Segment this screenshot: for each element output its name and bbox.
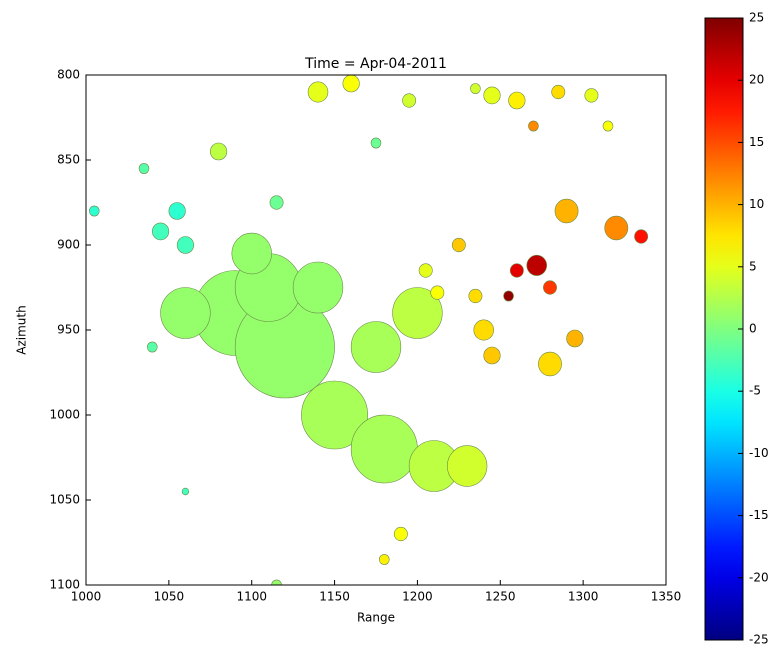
deformation-patch	[168, 202, 186, 220]
colorbar-tick-label: -10	[749, 446, 768, 460]
deformation-patch	[181, 487, 190, 496]
deformation-patch	[551, 84, 566, 100]
deformation-patch	[468, 288, 483, 304]
colorbar-tick-label: -5	[749, 384, 761, 398]
deformation-patch	[402, 93, 417, 108]
deformation-patch	[271, 579, 282, 585]
deformation-patch	[584, 88, 599, 103]
deformation-patch	[543, 280, 557, 295]
deformation-patch	[526, 254, 547, 276]
colorbar-tick-label: 10	[749, 197, 764, 211]
y-tick-label: 900	[57, 238, 80, 252]
deformation-patch	[509, 263, 524, 278]
y-axis-label: Azimuth	[15, 305, 29, 354]
deformation-patch	[342, 75, 360, 93]
deformation-patch	[473, 319, 494, 341]
deformation-patch	[538, 351, 562, 377]
y-tick-label: 950	[57, 323, 80, 337]
deformation-patch	[307, 81, 329, 103]
deformation-patch	[602, 120, 614, 132]
data-layer	[89, 75, 649, 585]
x-tick-label: 1250	[485, 590, 516, 604]
deformation-patch	[379, 554, 390, 565]
deformation-patch	[269, 195, 284, 210]
colorbar-tick-label: 20	[749, 73, 764, 87]
colorbar-tick-label: 15	[749, 135, 764, 149]
deformation-patch	[418, 263, 433, 278]
deformation-patch	[392, 287, 443, 339]
colorbar-tick-label: 25	[749, 11, 764, 25]
colorbar-tick-label: 0	[749, 322, 757, 336]
chart-title: Time = Apr-04-2011	[304, 56, 447, 72]
x-axis-label: Range	[357, 611, 395, 625]
deformation-patch	[393, 526, 408, 542]
x-tick-label: 1150	[319, 590, 350, 604]
deformation-patch	[301, 380, 369, 450]
deformation-patch	[503, 290, 514, 302]
deformation-patch	[370, 137, 382, 149]
colorbar-tick-label: -20	[749, 570, 768, 584]
deformation-patch	[350, 414, 418, 484]
deformation-patch	[446, 445, 488, 487]
x-tick-label: 1050	[154, 590, 185, 604]
deformation-patch	[451, 237, 466, 253]
deformation-patch	[528, 120, 539, 132]
colorbar-tick-label: -25	[749, 633, 768, 645]
deformation-patch	[350, 321, 402, 373]
deformation-patch	[138, 163, 150, 174]
deformation-patch	[554, 198, 579, 224]
x-tick-label: 1000	[71, 590, 102, 604]
deformation-patch	[634, 229, 649, 244]
deformation-patch	[151, 222, 170, 241]
deformation-patch	[604, 215, 629, 241]
x-tick-label: 1200	[402, 590, 433, 604]
deformation-patch	[160, 287, 211, 339]
deformation-patch	[430, 285, 445, 300]
deformation-patch	[566, 329, 584, 348]
deformation-patch	[176, 236, 195, 254]
deformation-patch	[147, 341, 158, 353]
deformation-patch	[89, 205, 100, 217]
x-tick-label: 1100	[236, 590, 267, 604]
x-tick-label: 1350	[651, 590, 682, 604]
y-tick-label: 1000	[49, 408, 80, 422]
y-tick-label: 1050	[49, 493, 80, 507]
deformation-patch	[483, 86, 501, 105]
deformation-patch	[231, 232, 272, 275]
colorbar	[704, 17, 744, 641]
y-tick-label: 800	[57, 68, 80, 82]
deformation-patch	[292, 261, 344, 314]
deformation-patch	[508, 91, 526, 110]
y-tick-label: 850	[57, 153, 80, 167]
x-tick-label: 1300	[568, 590, 599, 604]
deformation-patch	[483, 346, 501, 365]
deformation-patch	[209, 142, 228, 161]
y-tick-label: 1100	[49, 578, 80, 592]
colorbar-tick-label: 5	[749, 259, 757, 273]
deformation-patch	[470, 83, 481, 94]
colorbar-tick-label: -15	[749, 508, 768, 522]
